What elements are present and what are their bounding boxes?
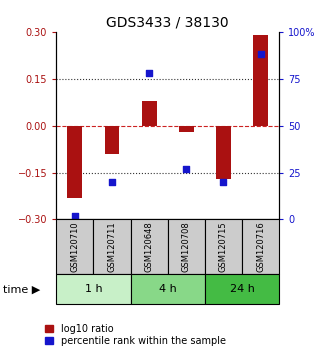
Text: GSM120708: GSM120708 (182, 222, 191, 272)
Text: GSM120715: GSM120715 (219, 222, 228, 272)
Bar (93, 219, 131, 274)
Point (147, 70, 152, 76)
Bar (105, 126, 119, 154)
Text: GSM120716: GSM120716 (256, 222, 265, 272)
Bar (205, 274, 279, 304)
Bar (142, 101, 157, 126)
Text: 4 h: 4 h (159, 284, 177, 295)
Point (72, 213, 77, 218)
Bar (56, 219, 93, 274)
Title: GDS3433 / 38130: GDS3433 / 38130 (106, 15, 229, 29)
Point (184, 166, 189, 172)
Text: GSM120648: GSM120648 (145, 222, 154, 272)
Bar (253, 35, 268, 126)
Text: 1 h: 1 h (84, 284, 102, 295)
Text: 24 h: 24 h (230, 284, 255, 295)
Bar (131, 219, 168, 274)
Point (109, 179, 115, 185)
Text: time ▶: time ▶ (3, 284, 40, 295)
Bar (205, 219, 242, 274)
Bar (216, 126, 231, 179)
Legend: log10 ratio, percentile rank within the sample: log10 ratio, percentile rank within the … (45, 324, 226, 346)
Point (221, 179, 226, 185)
Text: GSM120711: GSM120711 (108, 222, 117, 272)
Bar (67, 126, 82, 198)
Bar (168, 219, 205, 274)
Bar (179, 126, 194, 132)
Bar (242, 219, 279, 274)
Point (258, 52, 263, 57)
Text: GSM120710: GSM120710 (70, 222, 79, 272)
Bar (56, 274, 131, 304)
Bar (131, 274, 205, 304)
